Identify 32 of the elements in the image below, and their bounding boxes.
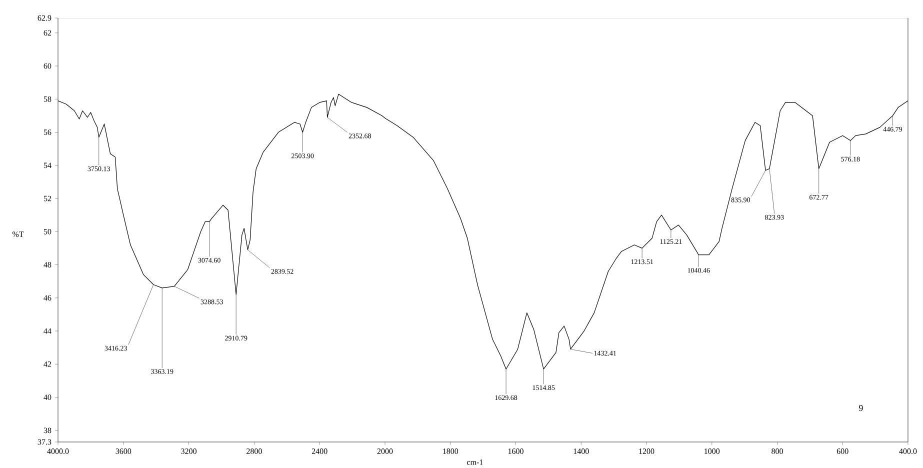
y-tick-label: 42 [44,361,52,367]
y-tick-label: 62.9 [38,15,52,21]
x-tick-label: 1400 [574,448,589,454]
x-tick-label: 4000.0 [47,448,69,454]
y-tick-label: 44 [44,328,52,334]
y-axis-title: %T [12,232,24,237]
x-tick-label: 2400 [312,448,328,454]
y-tick-label: 52 [44,196,52,202]
y-tick-label: 54 [44,162,52,168]
x-tick-label: 1600 [508,448,524,454]
y-tick-label: 60 [44,63,52,69]
y-tick-label: 48 [44,262,52,268]
y-tick-label: 40 [44,394,52,400]
y-tick-label: 56 [44,130,52,135]
x-tick-label: 2800 [246,448,262,454]
x-tick-label: 2000 [377,448,393,454]
x-axis-title: cm-1 [467,460,483,465]
y-tick-label: 46 [44,295,52,301]
y-tick-label: 62 [44,30,52,36]
x-tick-label: 3200 [181,448,197,454]
x-tick-label: 1800 [443,448,458,454]
y-tick-label: 58 [44,96,52,102]
y-tick-label: 37.3 [38,439,52,445]
x-tick-label: 3600 [116,448,132,454]
y-tick-label: 38 [44,428,52,434]
x-tick-label: 1200 [639,448,654,454]
x-tick-label: 800 [772,448,783,454]
annotation: 9 [858,405,863,412]
x-tick-label: 600 [836,448,848,454]
x-tick-label: 400.0 [899,448,917,454]
y-tick-label: 50 [44,228,52,234]
x-tick-label: 1000 [704,448,720,454]
